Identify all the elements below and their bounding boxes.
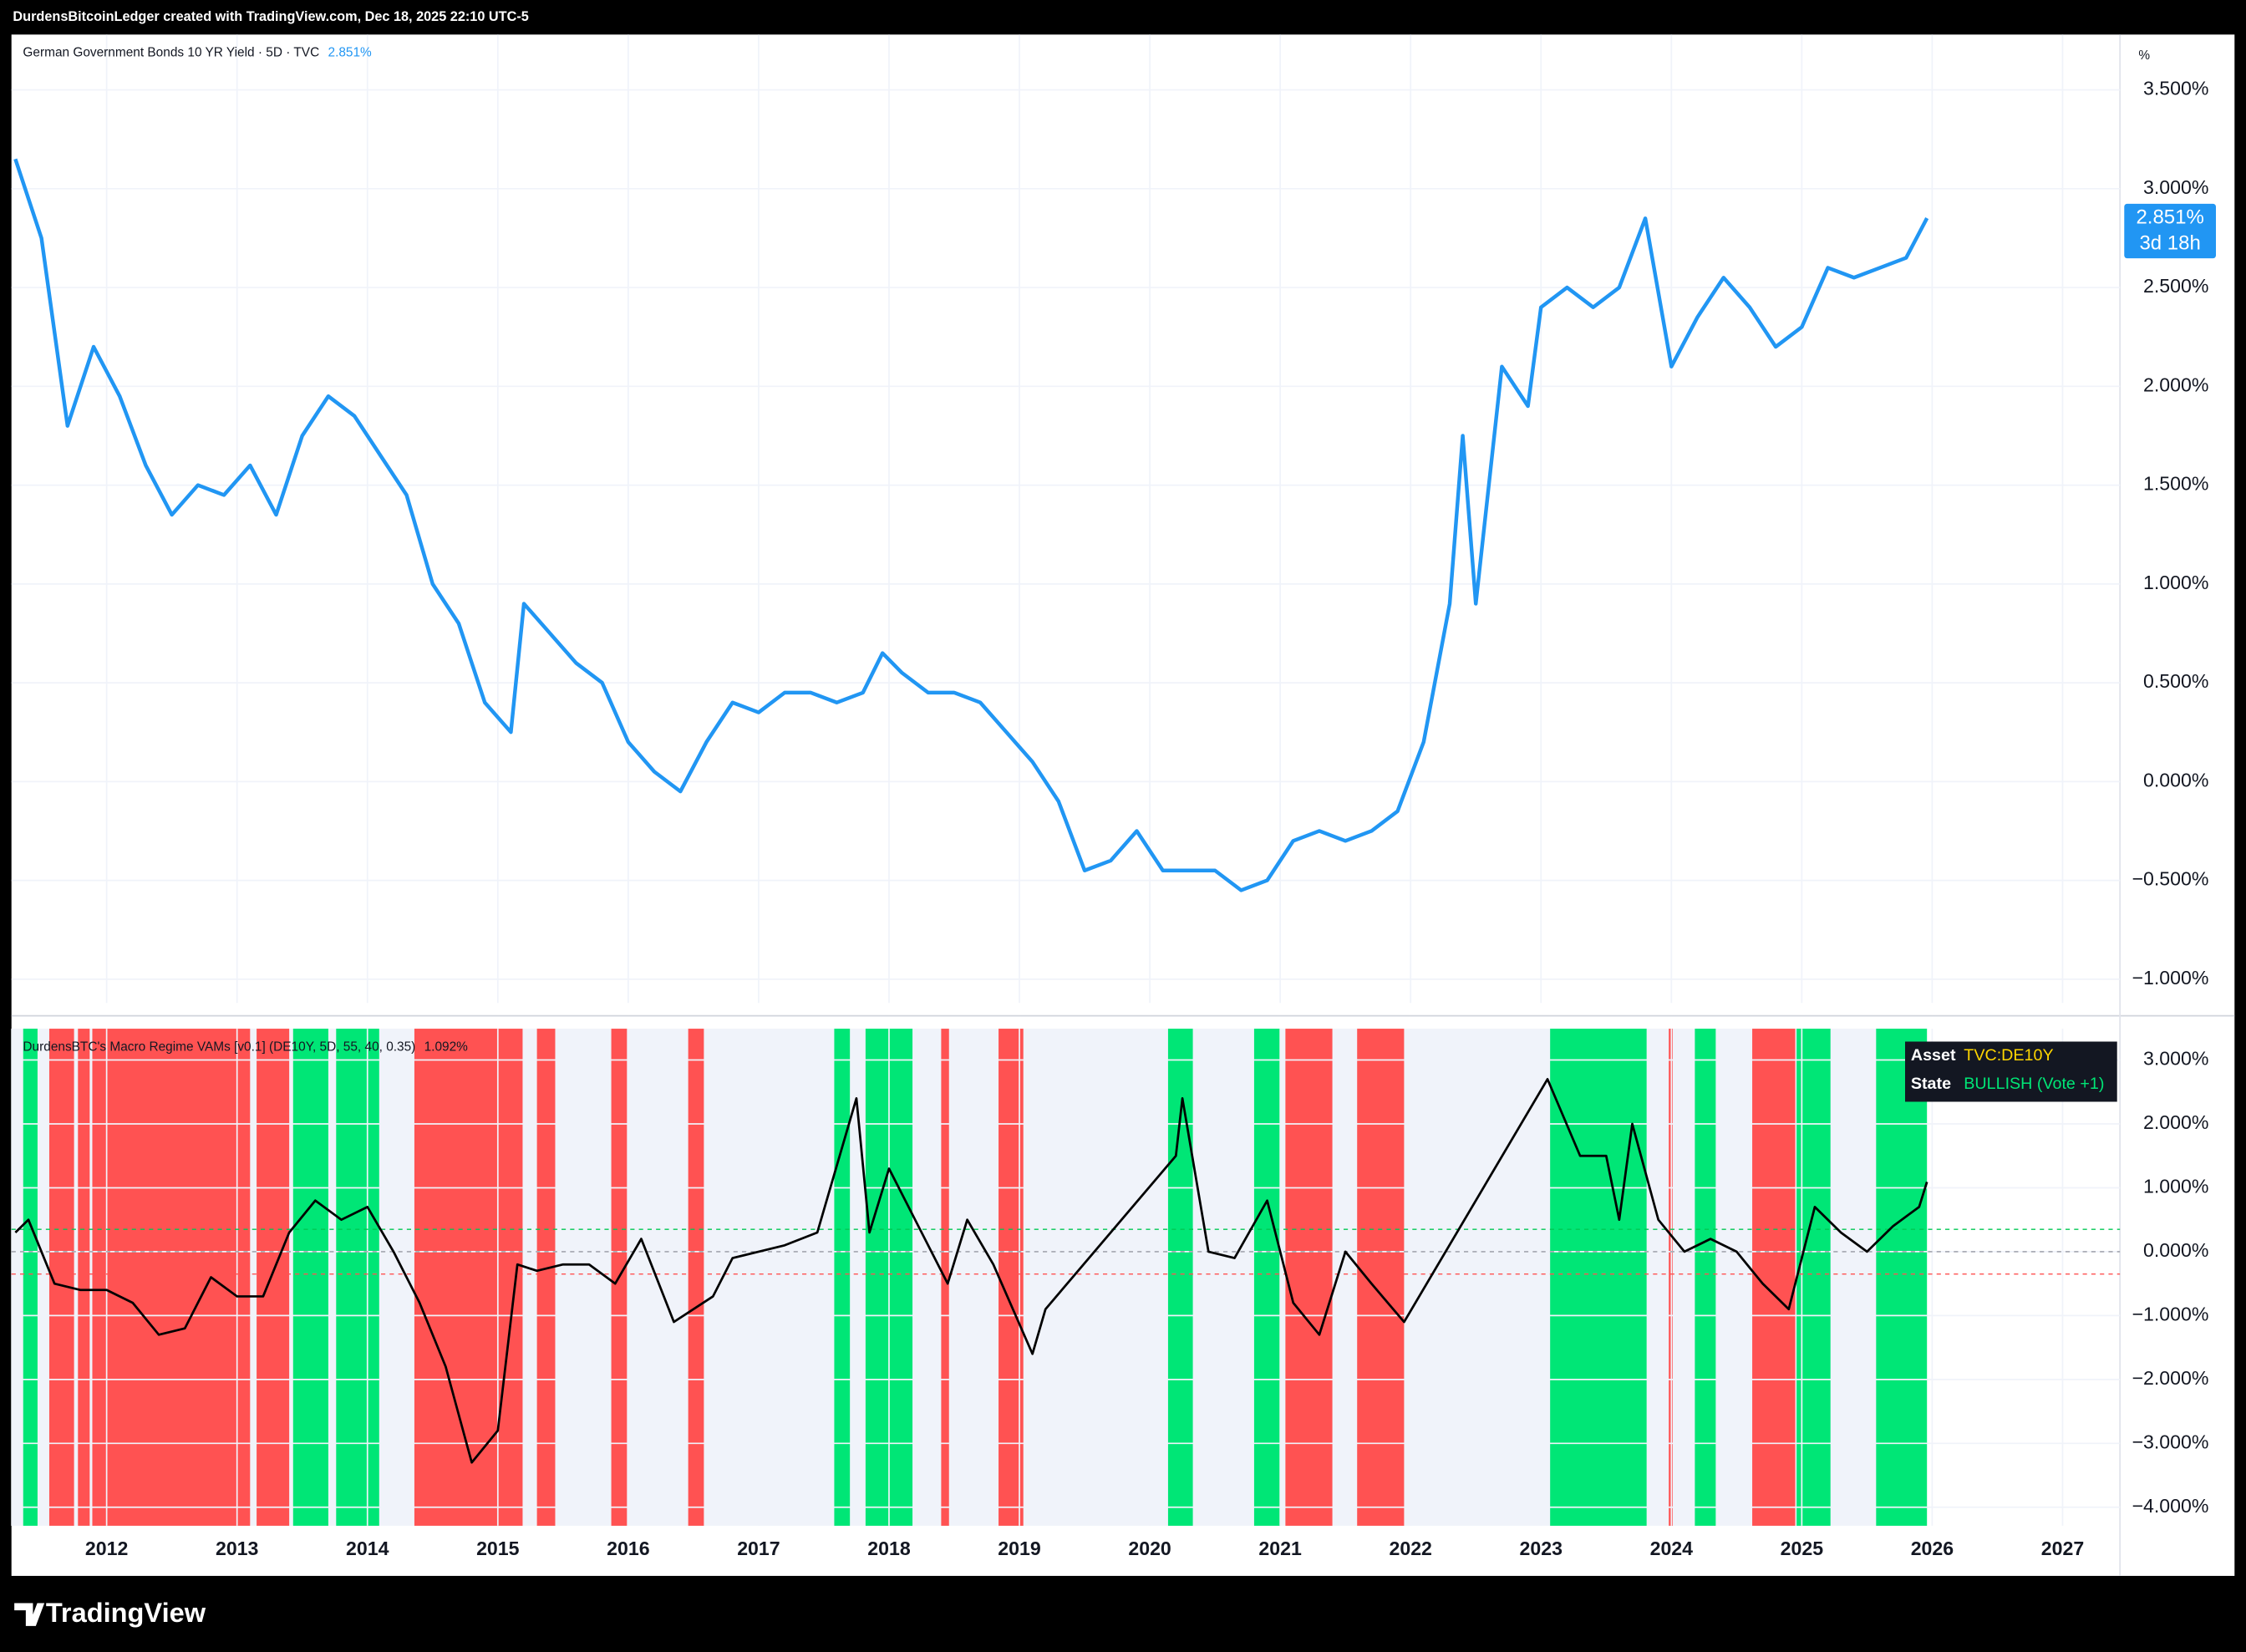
pane-title-value: 2.851% bbox=[328, 46, 373, 60]
attribution: DurdensBitcoinLedger created with Tradin… bbox=[13, 9, 528, 24]
last-value-label: 2.851% bbox=[2136, 206, 2203, 228]
regime-band bbox=[1695, 1029, 1716, 1526]
x-tick-label: 2014 bbox=[346, 1538, 389, 1559]
y-tick-label: 2.000% bbox=[2143, 1111, 2208, 1133]
y-tick-label: 1.000% bbox=[2143, 1176, 2208, 1197]
regime-band bbox=[1550, 1029, 1647, 1526]
regime-band bbox=[92, 1029, 251, 1526]
regime-band bbox=[834, 1029, 851, 1526]
table-cell: BULLISH (Vote +1) bbox=[1964, 1075, 2104, 1093]
table-cell: State bbox=[1911, 1075, 1951, 1093]
x-tick-label: 2021 bbox=[1258, 1538, 1302, 1559]
y-tick-label: 3.500% bbox=[2143, 78, 2208, 99]
x-tick-label: 2023 bbox=[1520, 1538, 1563, 1559]
table-cell: Asset bbox=[1911, 1046, 1956, 1065]
x-tick-label: 2013 bbox=[216, 1538, 259, 1559]
y-tick-label: 3.000% bbox=[2143, 1048, 2208, 1070]
status-table bbox=[1905, 1041, 2117, 1102]
data-line bbox=[13, 158, 1929, 892]
y-tick-label: 2.500% bbox=[2143, 275, 2208, 297]
y-tick-label: 1.000% bbox=[2143, 572, 2208, 593]
last-value-box bbox=[2124, 203, 2216, 259]
x-tick-label: 2025 bbox=[1781, 1538, 1824, 1559]
x-tick-label: 2016 bbox=[607, 1538, 650, 1559]
regime-band bbox=[292, 1029, 328, 1526]
logo-icon bbox=[14, 1603, 45, 1626]
pane-title: DurdensBTC's Macro Regime VAMs [v0.1] (D… bbox=[23, 1039, 415, 1054]
y-tick-label: −4.000% bbox=[2132, 1495, 2208, 1517]
regime-band bbox=[23, 1029, 38, 1526]
y-tick-label: −0.500% bbox=[2132, 868, 2208, 890]
y-tick-label: 1.500% bbox=[2143, 473, 2208, 495]
pane-title-value: 1.092% bbox=[424, 1039, 469, 1054]
x-tick-label: 2022 bbox=[1389, 1538, 1431, 1559]
regime-band bbox=[1167, 1029, 1193, 1526]
table-cell: TVC:DE10Y bbox=[1964, 1046, 2053, 1065]
x-tick-label: 2026 bbox=[1911, 1538, 1954, 1559]
y-tick-label: 0.500% bbox=[2143, 670, 2208, 692]
y-tick-label: −2.000% bbox=[2132, 1367, 2208, 1389]
y-tick-label: 0.000% bbox=[2143, 1239, 2208, 1261]
y-tick-label: 0.000% bbox=[2143, 769, 2208, 790]
y-tick-label: 3.000% bbox=[2143, 176, 2208, 198]
regime-band bbox=[1876, 1029, 1928, 1526]
x-tick-label: 2012 bbox=[85, 1538, 128, 1559]
x-tick-label: 2018 bbox=[867, 1538, 911, 1559]
y-tick-label: −3.000% bbox=[2132, 1431, 2208, 1452]
regime-band bbox=[78, 1029, 90, 1526]
data-line bbox=[14, 1078, 1928, 1464]
y-tick-label: 2.000% bbox=[2143, 374, 2208, 395]
regime-band bbox=[257, 1029, 290, 1526]
regime-band bbox=[1253, 1029, 1281, 1526]
regime-band bbox=[536, 1029, 556, 1526]
x-tick-label: 2024 bbox=[1650, 1538, 1694, 1559]
unit-label: % bbox=[2138, 48, 2150, 63]
countdown-label: 3d 18h bbox=[2139, 231, 2200, 254]
x-tick-label: 2020 bbox=[1128, 1538, 1171, 1559]
logo: TradingView bbox=[46, 1598, 206, 1628]
regime-band bbox=[688, 1029, 704, 1526]
y-tick-label: −1.000% bbox=[2132, 1303, 2208, 1324]
regime-band bbox=[1285, 1029, 1333, 1526]
regime-band bbox=[1357, 1029, 1405, 1526]
x-tick-label: 2027 bbox=[2041, 1538, 2084, 1559]
regime-band bbox=[336, 1029, 379, 1526]
x-tick-label: 2019 bbox=[998, 1538, 1040, 1559]
x-tick-label: 2017 bbox=[737, 1538, 780, 1559]
x-tick-label: 2015 bbox=[476, 1538, 520, 1559]
pane-title: German Government Bonds 10 YR Yield · 5D… bbox=[23, 46, 319, 60]
y-tick-label: −1.000% bbox=[2132, 967, 2208, 989]
